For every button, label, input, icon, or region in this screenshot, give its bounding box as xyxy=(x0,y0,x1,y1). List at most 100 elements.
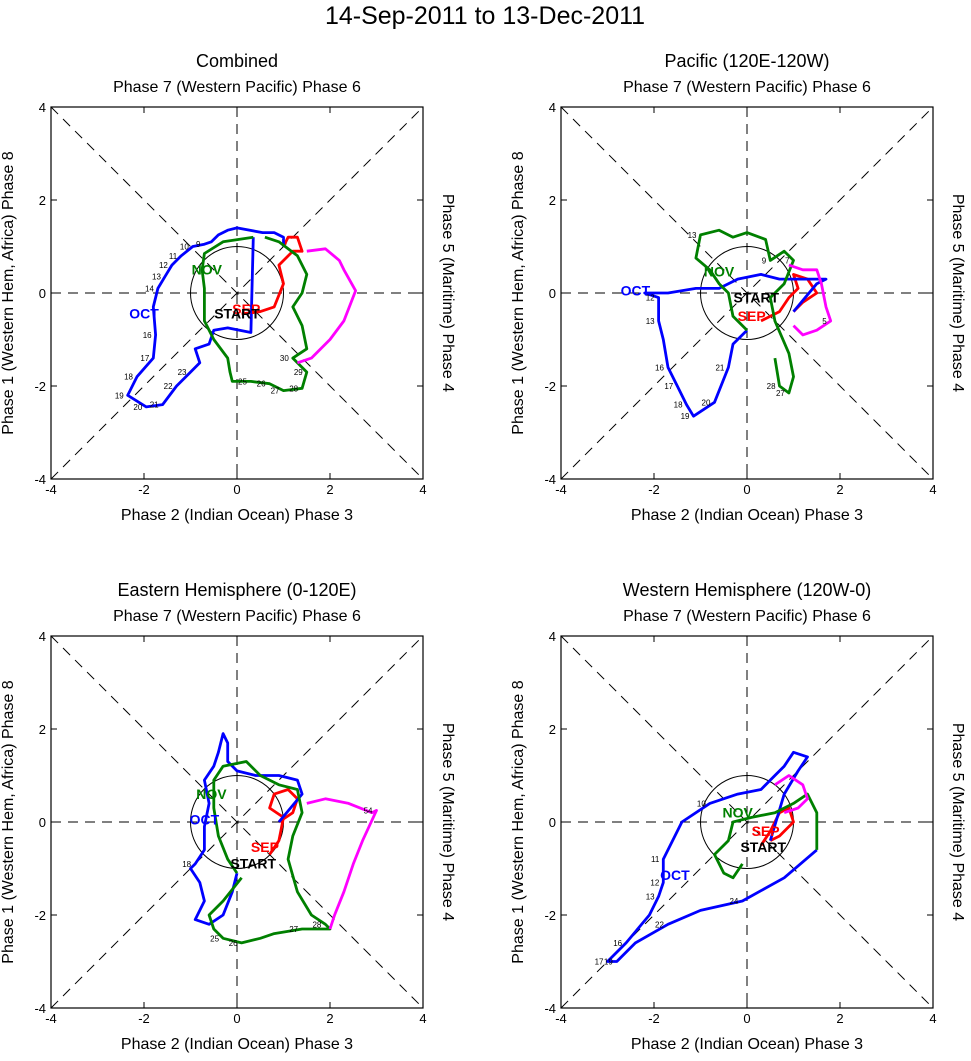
day-label: 28 xyxy=(289,384,298,393)
series-line-dec xyxy=(788,263,833,337)
day-label: 29 xyxy=(294,368,303,377)
series-line-sep xyxy=(241,235,304,316)
day-label: 9 xyxy=(762,256,767,265)
day-label: 11 xyxy=(169,252,178,261)
x-tick-label: 2 xyxy=(836,1011,843,1026)
y-tick-label: 2 xyxy=(549,193,556,208)
axis-label-top: Phase 7 (Western Pacific) Phase 6 xyxy=(623,608,871,625)
y-tick-label: 2 xyxy=(39,193,46,208)
y-tick-label: 2 xyxy=(39,722,46,737)
x-tick-label: 2 xyxy=(326,1011,333,1026)
x-tick-label: 0 xyxy=(743,482,750,497)
day-label: 17 xyxy=(595,958,604,967)
day-label: 19 xyxy=(604,958,613,967)
axis-label-left: Phase 1 (Western Hem, Africa) Phase 8 xyxy=(0,151,17,434)
diagonal-line xyxy=(50,106,424,480)
series-line-nov xyxy=(713,792,819,880)
month-label-sep: SEP xyxy=(251,839,279,855)
axis-label-right: Phase 5 (Maritime) Phase 4 xyxy=(439,194,456,392)
axis-label-left: Phase 1 (Western Hem, Africa) Phase 8 xyxy=(510,151,527,434)
series-line-nov xyxy=(200,235,309,392)
panel-eastern-hemisphere-0-120e: Eastern Hemisphere (0-120E) Phase 7 (West… xyxy=(0,580,456,1053)
start-label: START xyxy=(733,289,779,305)
start-label: START xyxy=(230,856,276,872)
day-label: 9 xyxy=(196,240,201,249)
x-tick-label: 0 xyxy=(233,1011,240,1026)
day-label: 17 xyxy=(140,354,149,363)
y-tick-label: -4 xyxy=(544,472,556,487)
day-label: 26 xyxy=(257,380,266,389)
day-label: 10 xyxy=(697,799,706,808)
y-tick-label: -4 xyxy=(34,1001,46,1016)
y-tick-label: 4 xyxy=(39,629,46,644)
figure-title: 14-Sep-2011 to 13-Dec-2011 xyxy=(325,2,645,30)
y-tick-label: 0 xyxy=(39,286,46,301)
month-label-oct: OCT xyxy=(621,282,651,298)
x-tick-label: -4 xyxy=(45,482,57,497)
series-line-dec xyxy=(296,247,357,365)
series-line-oct xyxy=(643,273,828,418)
month-label-oct: OCT xyxy=(660,867,690,883)
day-label: 21 xyxy=(715,363,724,372)
day-label: 14 xyxy=(145,284,154,293)
start-label: START xyxy=(740,839,786,855)
axis-label-left: Phase 1 (Western Hem, Africa) Phase 8 xyxy=(510,680,527,963)
day-label: 25 xyxy=(238,377,247,386)
series-line-sep xyxy=(759,806,795,847)
panels: Combined Phase 7 (Western Pacific) Phase … xyxy=(0,51,966,1053)
y-tick-label: -2 xyxy=(34,908,46,923)
month-label-nov: NOV xyxy=(192,261,223,277)
axis-label-right: Phase 5 (Maritime) Phase 4 xyxy=(439,723,456,921)
day-label: 26 xyxy=(229,939,238,948)
day-label: 12 xyxy=(159,261,168,270)
x-tick-label: 4 xyxy=(929,1011,936,1026)
month-label-nov: NOV xyxy=(196,786,227,802)
y-tick-label: 4 xyxy=(549,100,556,115)
axis-label-right: Phase 5 (Maritime) Phase 4 xyxy=(949,194,966,392)
series-line-dec xyxy=(306,797,378,930)
day-label: 25 xyxy=(210,934,219,943)
day-label: 27 xyxy=(289,925,298,934)
axis-label-top: Phase 7 (Western Pacific) Phase 6 xyxy=(113,79,361,96)
day-label: 7 xyxy=(785,256,790,265)
day-label: 23 xyxy=(178,368,187,377)
month-label-sep: SEP xyxy=(752,823,780,839)
day-label: 17 xyxy=(664,382,673,391)
panel-pacific-120e-120w: Pacific (120E-120W) Phase 7 (Western Paci… xyxy=(510,51,966,524)
day-label: 13 xyxy=(646,317,655,326)
unit-circle xyxy=(190,246,284,340)
x-tick-label: -4 xyxy=(555,482,567,497)
x-tick-label: 4 xyxy=(419,1011,426,1026)
day-label: 20 xyxy=(702,398,711,407)
day-label: 16 xyxy=(613,939,622,948)
day-label: 12 xyxy=(646,294,655,303)
axis-label-left: Phase 1 (Western Hem, Africa) Phase 8 xyxy=(0,680,17,963)
day-label: 28 xyxy=(767,382,776,391)
series-line-dec xyxy=(774,774,809,815)
diagonal-line xyxy=(560,106,934,480)
y-tick-label: 2 xyxy=(549,722,556,737)
x-tick-label: -4 xyxy=(45,1011,57,1026)
x-tick-label: -2 xyxy=(648,1011,660,1026)
month-label-nov: NOV xyxy=(723,804,754,820)
x-tick-label: -2 xyxy=(138,1011,150,1026)
x-tick-label: -4 xyxy=(555,1011,567,1026)
month-label-sep: SEP xyxy=(232,301,260,317)
axis-label-right: Phase 5 (Maritime) Phase 4 xyxy=(949,723,966,921)
day-label: 5 xyxy=(822,317,827,326)
start-label: START xyxy=(214,306,260,322)
day-label: 20 xyxy=(133,403,142,412)
diagonal-line xyxy=(50,635,424,1009)
x-tick-label: -2 xyxy=(648,482,660,497)
panel-title: Combined xyxy=(196,51,278,71)
x-tick-label: 4 xyxy=(929,482,936,497)
day-label: 22 xyxy=(164,382,173,391)
y-tick-label: -2 xyxy=(544,379,556,394)
y-tick-label: 0 xyxy=(39,815,46,830)
x-tick-label: 2 xyxy=(836,482,843,497)
day-label: 19 xyxy=(681,412,690,421)
axis-label-top: Phase 7 (Western Pacific) Phase 6 xyxy=(113,608,361,625)
y-tick-label: 0 xyxy=(549,815,556,830)
day-label: 19 xyxy=(115,391,124,400)
